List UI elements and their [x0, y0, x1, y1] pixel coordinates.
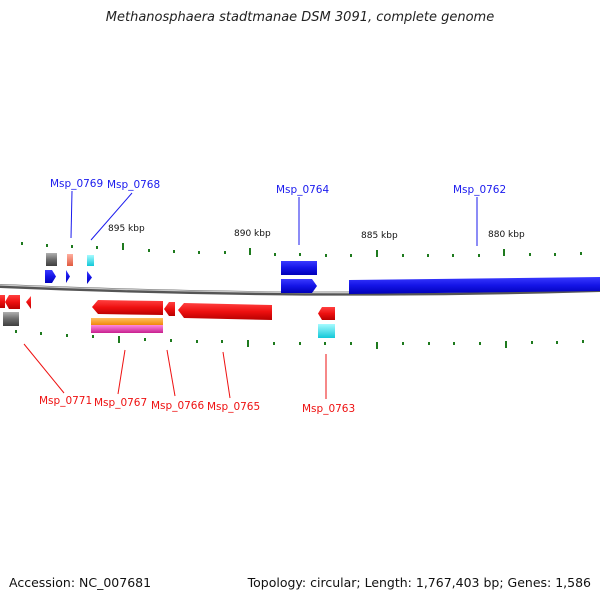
gene-label-msp-0767[interactable]: Msp_0767: [94, 397, 147, 409]
gene-block-msp-0764[interactable]: [281, 261, 317, 275]
gene-label-msp-0763[interactable]: Msp_0763: [302, 403, 355, 415]
gene-arrow-msp-0767[interactable]: [92, 300, 163, 315]
genome-backbone: [0, 284, 600, 296]
cyan-block: [87, 255, 94, 266]
orange-block: [91, 318, 163, 326]
gene-label-msp-0771[interactable]: Msp_0771: [39, 395, 92, 407]
scale-label-880: 880 kbp: [488, 230, 525, 240]
magenta-block: [91, 325, 163, 333]
forward-strand-features: [45, 253, 600, 294]
scale-label-895: 895 kbp: [108, 224, 145, 234]
accession-text: Accession: NC_007681: [9, 575, 152, 590]
top-ticks: [21, 242, 582, 257]
gene-label-msp-0768[interactable]: Msp_0768: [107, 179, 160, 191]
bottom-ticks: [15, 330, 584, 349]
top-leader-lines: [70, 190, 478, 246]
cyan-block: [318, 324, 335, 338]
gene-arrow-msp-0762[interactable]: [349, 277, 600, 294]
gene-arrow-msp-0769[interactable]: [66, 270, 70, 283]
scale-label-885: 885 kbp: [361, 231, 398, 241]
map-title: Methanosphaera stadtmanae DSM 3091, comp…: [105, 10, 495, 25]
gray-block: [3, 312, 19, 326]
gene-label-msp-0765[interactable]: Msp_0765: [207, 401, 260, 413]
gene-arrow-msp-0771b[interactable]: [26, 296, 31, 309]
gene-arrow-msp-0772[interactable]: [0, 295, 5, 308]
genome-summary-text: Topology: circular; Length: 1,767,403 bp…: [247, 575, 591, 590]
gene-arrow-msp-0766[interactable]: [164, 302, 175, 316]
reverse-strand-features: [0, 295, 335, 338]
gene-label-msp-0769[interactable]: Msp_0769: [50, 178, 103, 190]
scale-label-890: 890 kbp: [234, 229, 271, 239]
gene-arrow-msp-0771[interactable]: [5, 295, 20, 309]
salmon-block: [67, 254, 73, 266]
gene-label-msp-0764[interactable]: Msp_0764: [276, 184, 329, 196]
gray-block: [46, 253, 57, 266]
bottom-leader-lines: [23, 343, 327, 399]
gene-arrow-msp-0763[interactable]: [318, 307, 335, 320]
gene-arrow-msp-0765[interactable]: [178, 303, 272, 320]
gene-label-msp-0762[interactable]: Msp_0762: [453, 184, 506, 196]
gene-arrow-msp-0770[interactable]: [45, 270, 56, 283]
gene-arrow-msp-0764[interactable]: [281, 279, 317, 293]
gene-arrow-msp-0768[interactable]: [87, 271, 92, 284]
gene-label-msp-0766[interactable]: Msp_0766: [151, 400, 204, 412]
